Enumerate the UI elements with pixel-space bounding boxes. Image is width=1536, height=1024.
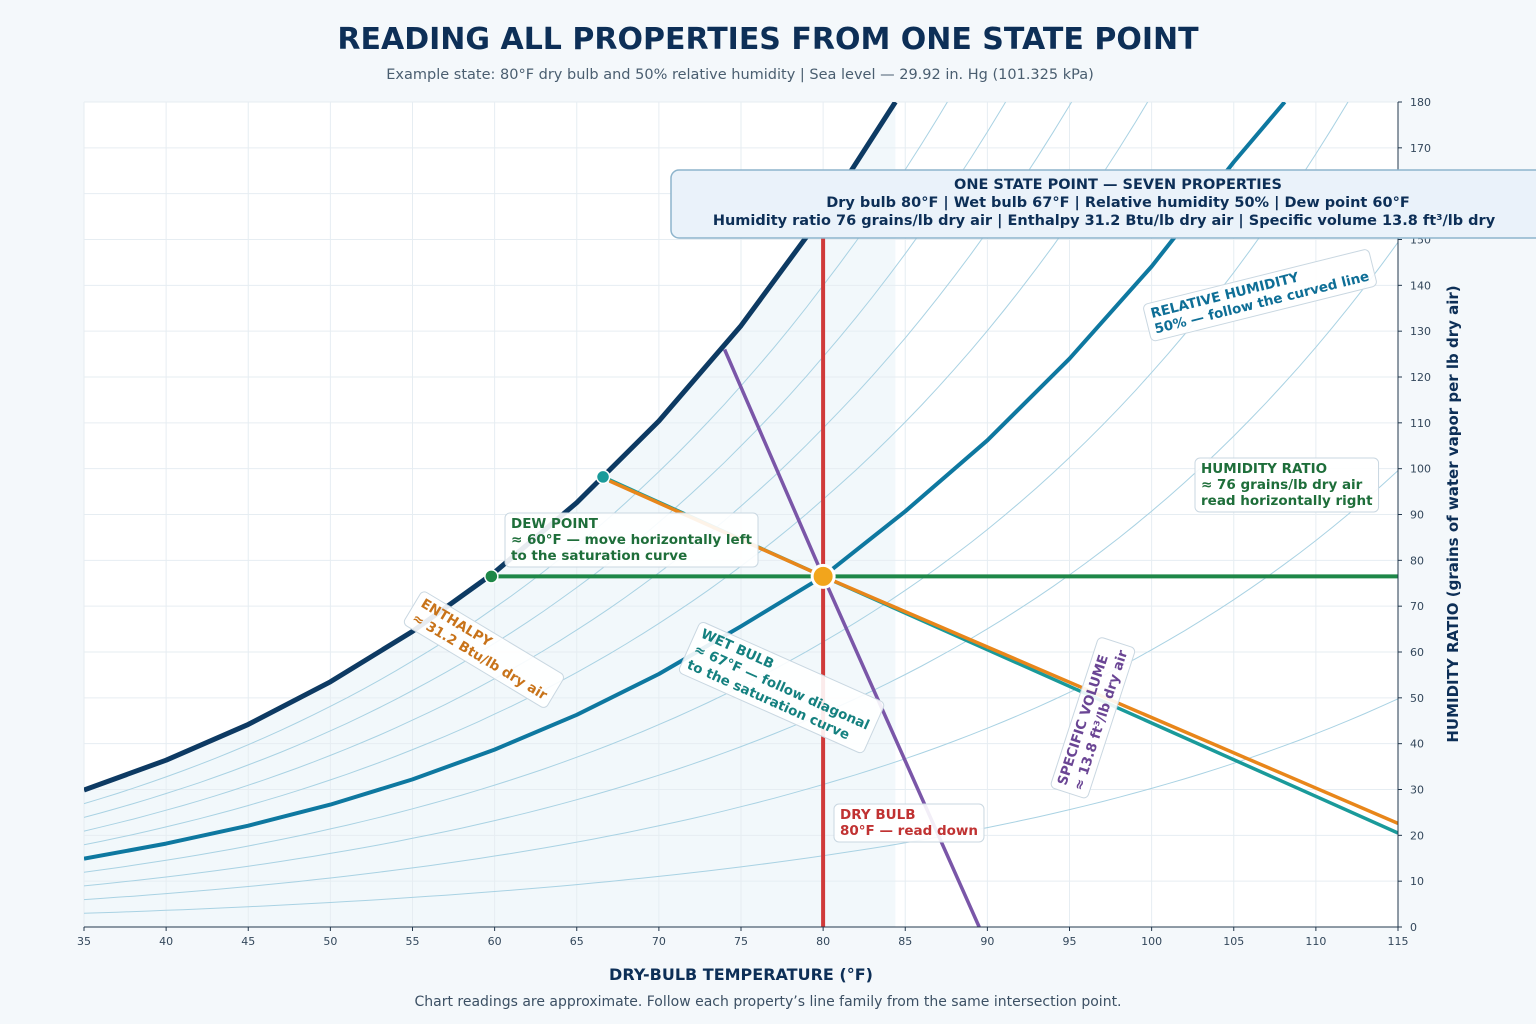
x-tick-label: 65 xyxy=(570,935,584,948)
y-tick-label: 20 xyxy=(1410,829,1424,842)
wet-bulb-marker xyxy=(595,469,611,485)
annotation-box xyxy=(678,621,885,754)
annotation-box xyxy=(1050,637,1136,799)
state-point-marker xyxy=(810,563,836,589)
saturation-region-shading xyxy=(84,102,896,927)
chart-subtitle: Example state: 80°F dry bulb and 50% rel… xyxy=(386,67,1094,83)
y-tick-label: 80 xyxy=(1410,554,1424,567)
x-tick-label: 85 xyxy=(898,935,912,948)
x-tick-label: 45 xyxy=(241,935,255,948)
chart-title: READING ALL PROPERTIES FROM ONE STATE PO… xyxy=(337,22,1199,57)
y-tick-label: 170 xyxy=(1410,142,1431,155)
annotation-line: ≈ 60°F — move horizontally left xyxy=(511,532,753,548)
x-tick-label: 55 xyxy=(406,935,420,948)
x-axis-title: DRY-BULB TEMPERATURE (°F) xyxy=(609,965,873,984)
annotation-line: HUMIDITY RATIO xyxy=(1201,461,1327,477)
rh-family-curve xyxy=(84,102,1073,832)
y-tick-label: 70 xyxy=(1410,600,1424,613)
annotation-line: ≈ 76 grains/lb dry air xyxy=(1201,477,1363,493)
y-tick-label: 50 xyxy=(1410,692,1424,705)
annotation-box xyxy=(1143,249,1377,342)
rh-family-curve xyxy=(84,470,1398,901)
annotation-box xyxy=(833,803,985,843)
annotation-line: DEW POINT xyxy=(511,516,599,532)
x-tick-label: 100 xyxy=(1141,935,1162,948)
x-tick-label: 75 xyxy=(734,935,748,948)
annotation-line: DRY BULB xyxy=(840,807,915,823)
y-tick-label: 60 xyxy=(1410,646,1424,659)
x-tick-label: 105 xyxy=(1223,935,1244,948)
y-tick-label: 40 xyxy=(1410,738,1424,751)
x-tick-label: 40 xyxy=(159,935,173,948)
annotation-line: read horizontally right xyxy=(1201,493,1373,509)
annotation-line: to the saturation curve xyxy=(511,548,687,564)
rh-family-curve xyxy=(84,698,1398,914)
relative-humidity-family xyxy=(84,102,1398,914)
x-tick-label: 50 xyxy=(323,935,337,948)
chart-footnote: Chart readings are approximate. Follow e… xyxy=(414,994,1121,1010)
annotation-line: 80°F — read down xyxy=(840,823,978,839)
dew-point-annotation: DEW POINT≈ 60°F — move horizontally left… xyxy=(504,512,759,568)
x-tick-label: 70 xyxy=(652,935,666,948)
summary-line-1: Dry bulb 80°F | Wet bulb 67°F | Relative… xyxy=(826,195,1409,211)
x-tick-label: 60 xyxy=(488,935,502,948)
x-tick-label: 35 xyxy=(77,935,91,948)
summary-title: ONE STATE POINT — SEVEN PROPERTIES xyxy=(954,177,1282,193)
y-tick-label: 110 xyxy=(1410,417,1431,430)
rh-family-curve xyxy=(84,242,1398,887)
rh-family-curve xyxy=(84,102,1007,818)
summary-box-background xyxy=(670,169,1536,239)
annotation-box xyxy=(504,512,759,568)
y-tick-label: 10 xyxy=(1410,875,1424,888)
y-tick-label: 100 xyxy=(1410,463,1431,476)
y-tick-label: 140 xyxy=(1410,279,1431,292)
x-tick-label: 95 xyxy=(1063,935,1077,948)
y-tick-label: 0 xyxy=(1410,921,1417,934)
x-tick-label: 80 xyxy=(816,935,830,948)
y-tick-label: 90 xyxy=(1410,509,1424,522)
x-tick-label: 115 xyxy=(1388,935,1409,948)
summary-line-2: Humidity ratio 76 grains/lb dry air | En… xyxy=(713,213,1496,229)
humidity-ratio-annotation: HUMIDITY RATIO≈ 76 grains/lb dry airread… xyxy=(1194,457,1380,513)
x-tick-label: 90 xyxy=(980,935,994,948)
y-tick-label: 120 xyxy=(1410,371,1431,384)
annotation-box xyxy=(403,591,564,708)
dew-point-marker xyxy=(484,569,499,584)
summary-box: ONE STATE POINT — SEVEN PROPERTIES Dry b… xyxy=(670,169,1536,239)
x-tick-label: 110 xyxy=(1305,935,1326,948)
y-tick-label: 130 xyxy=(1410,325,1431,338)
y-axis-title: HUMIDITY RATIO (grains of water vapor pe… xyxy=(1444,285,1462,742)
annotation-box xyxy=(1194,457,1380,513)
y-tick-label: 180 xyxy=(1410,96,1431,109)
y-tick-label: 30 xyxy=(1410,784,1424,797)
markers xyxy=(484,469,836,589)
